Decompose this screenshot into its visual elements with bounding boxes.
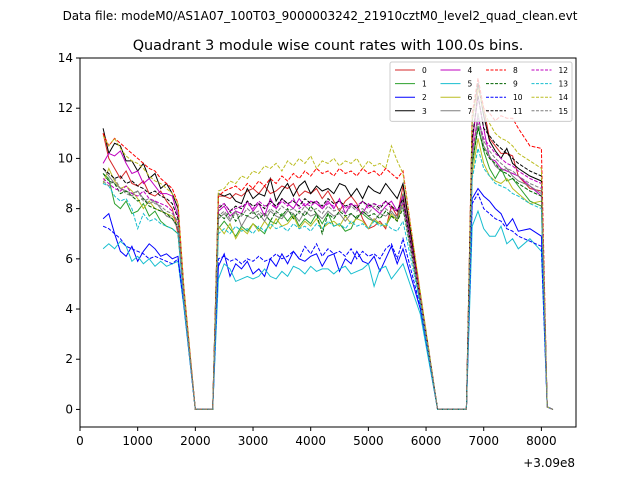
y-axis: 0 2 4 6 8 10 12 14	[58, 51, 80, 416]
legend-label-5: 5	[468, 80, 473, 89]
x-tick-label: 4000	[295, 434, 326, 448]
legend-label-14: 14	[559, 93, 569, 102]
series-line-8	[102, 78, 554, 410]
y-tick-label: 8	[65, 202, 73, 216]
axes-frame	[79, 57, 577, 428]
figure-suptitle: Data file: modeM0/AS1A07_100T03_90000032…	[63, 9, 578, 23]
y-tick-label: 10	[58, 151, 73, 165]
legend-label-2: 2	[422, 93, 427, 102]
y-tick-label: 14	[58, 51, 73, 65]
series-line-9	[102, 128, 554, 410]
series-line-4	[102, 95, 554, 410]
legend-label-15: 15	[559, 107, 569, 116]
x-tick-label: 2000	[180, 434, 211, 448]
legend-label-1: 1	[422, 80, 427, 89]
x-tick-label: 3000	[238, 434, 269, 448]
x-tick-label: 5000	[353, 434, 384, 448]
x-axis-offset-text: +3.09e8	[523, 456, 575, 470]
legend-label-12: 12	[559, 66, 569, 75]
series-line-13	[102, 148, 554, 410]
legend-label-13: 13	[559, 80, 569, 89]
legend-label-3: 3	[422, 107, 427, 116]
legend-label-0: 0	[422, 66, 427, 75]
series-line-12	[102, 118, 554, 410]
legend-label-10: 10	[513, 93, 523, 102]
y-tick-label: 6	[65, 252, 73, 266]
legend-label-8: 8	[513, 66, 518, 75]
y-tick-label: 2	[65, 352, 73, 366]
plot-area	[102, 78, 554, 410]
x-tick-label: 6000	[411, 434, 442, 448]
y-tick-label: 4	[65, 302, 73, 316]
series-line-3	[102, 83, 554, 410]
legend-label-11: 11	[513, 107, 523, 116]
legend-label-7: 7	[468, 107, 473, 116]
series-line-15	[102, 123, 554, 410]
legend-label-9: 9	[513, 80, 518, 89]
y-tick-label: 0	[65, 402, 73, 416]
legend-label-4: 4	[468, 66, 473, 75]
series-line-10	[102, 192, 554, 410]
series-line-5	[102, 209, 554, 410]
x-tick-label: 8000	[526, 434, 557, 448]
series-line-11	[102, 95, 554, 410]
legend-label-6: 6	[468, 93, 473, 102]
y-tick-label: 12	[58, 101, 73, 115]
series-line-2	[102, 187, 554, 410]
x-tick-label: 1000	[122, 434, 153, 448]
chart-title: Quadrant 3 module wise count rates with …	[133, 38, 524, 54]
series-line-6	[102, 138, 554, 410]
legend-box	[389, 61, 573, 122]
x-tick-label: 0	[76, 434, 84, 448]
x-axis: 0 1000 2000 3000 4000 5000 6000 7000 8000	[76, 427, 557, 448]
x-tick-label: 7000	[468, 434, 499, 448]
